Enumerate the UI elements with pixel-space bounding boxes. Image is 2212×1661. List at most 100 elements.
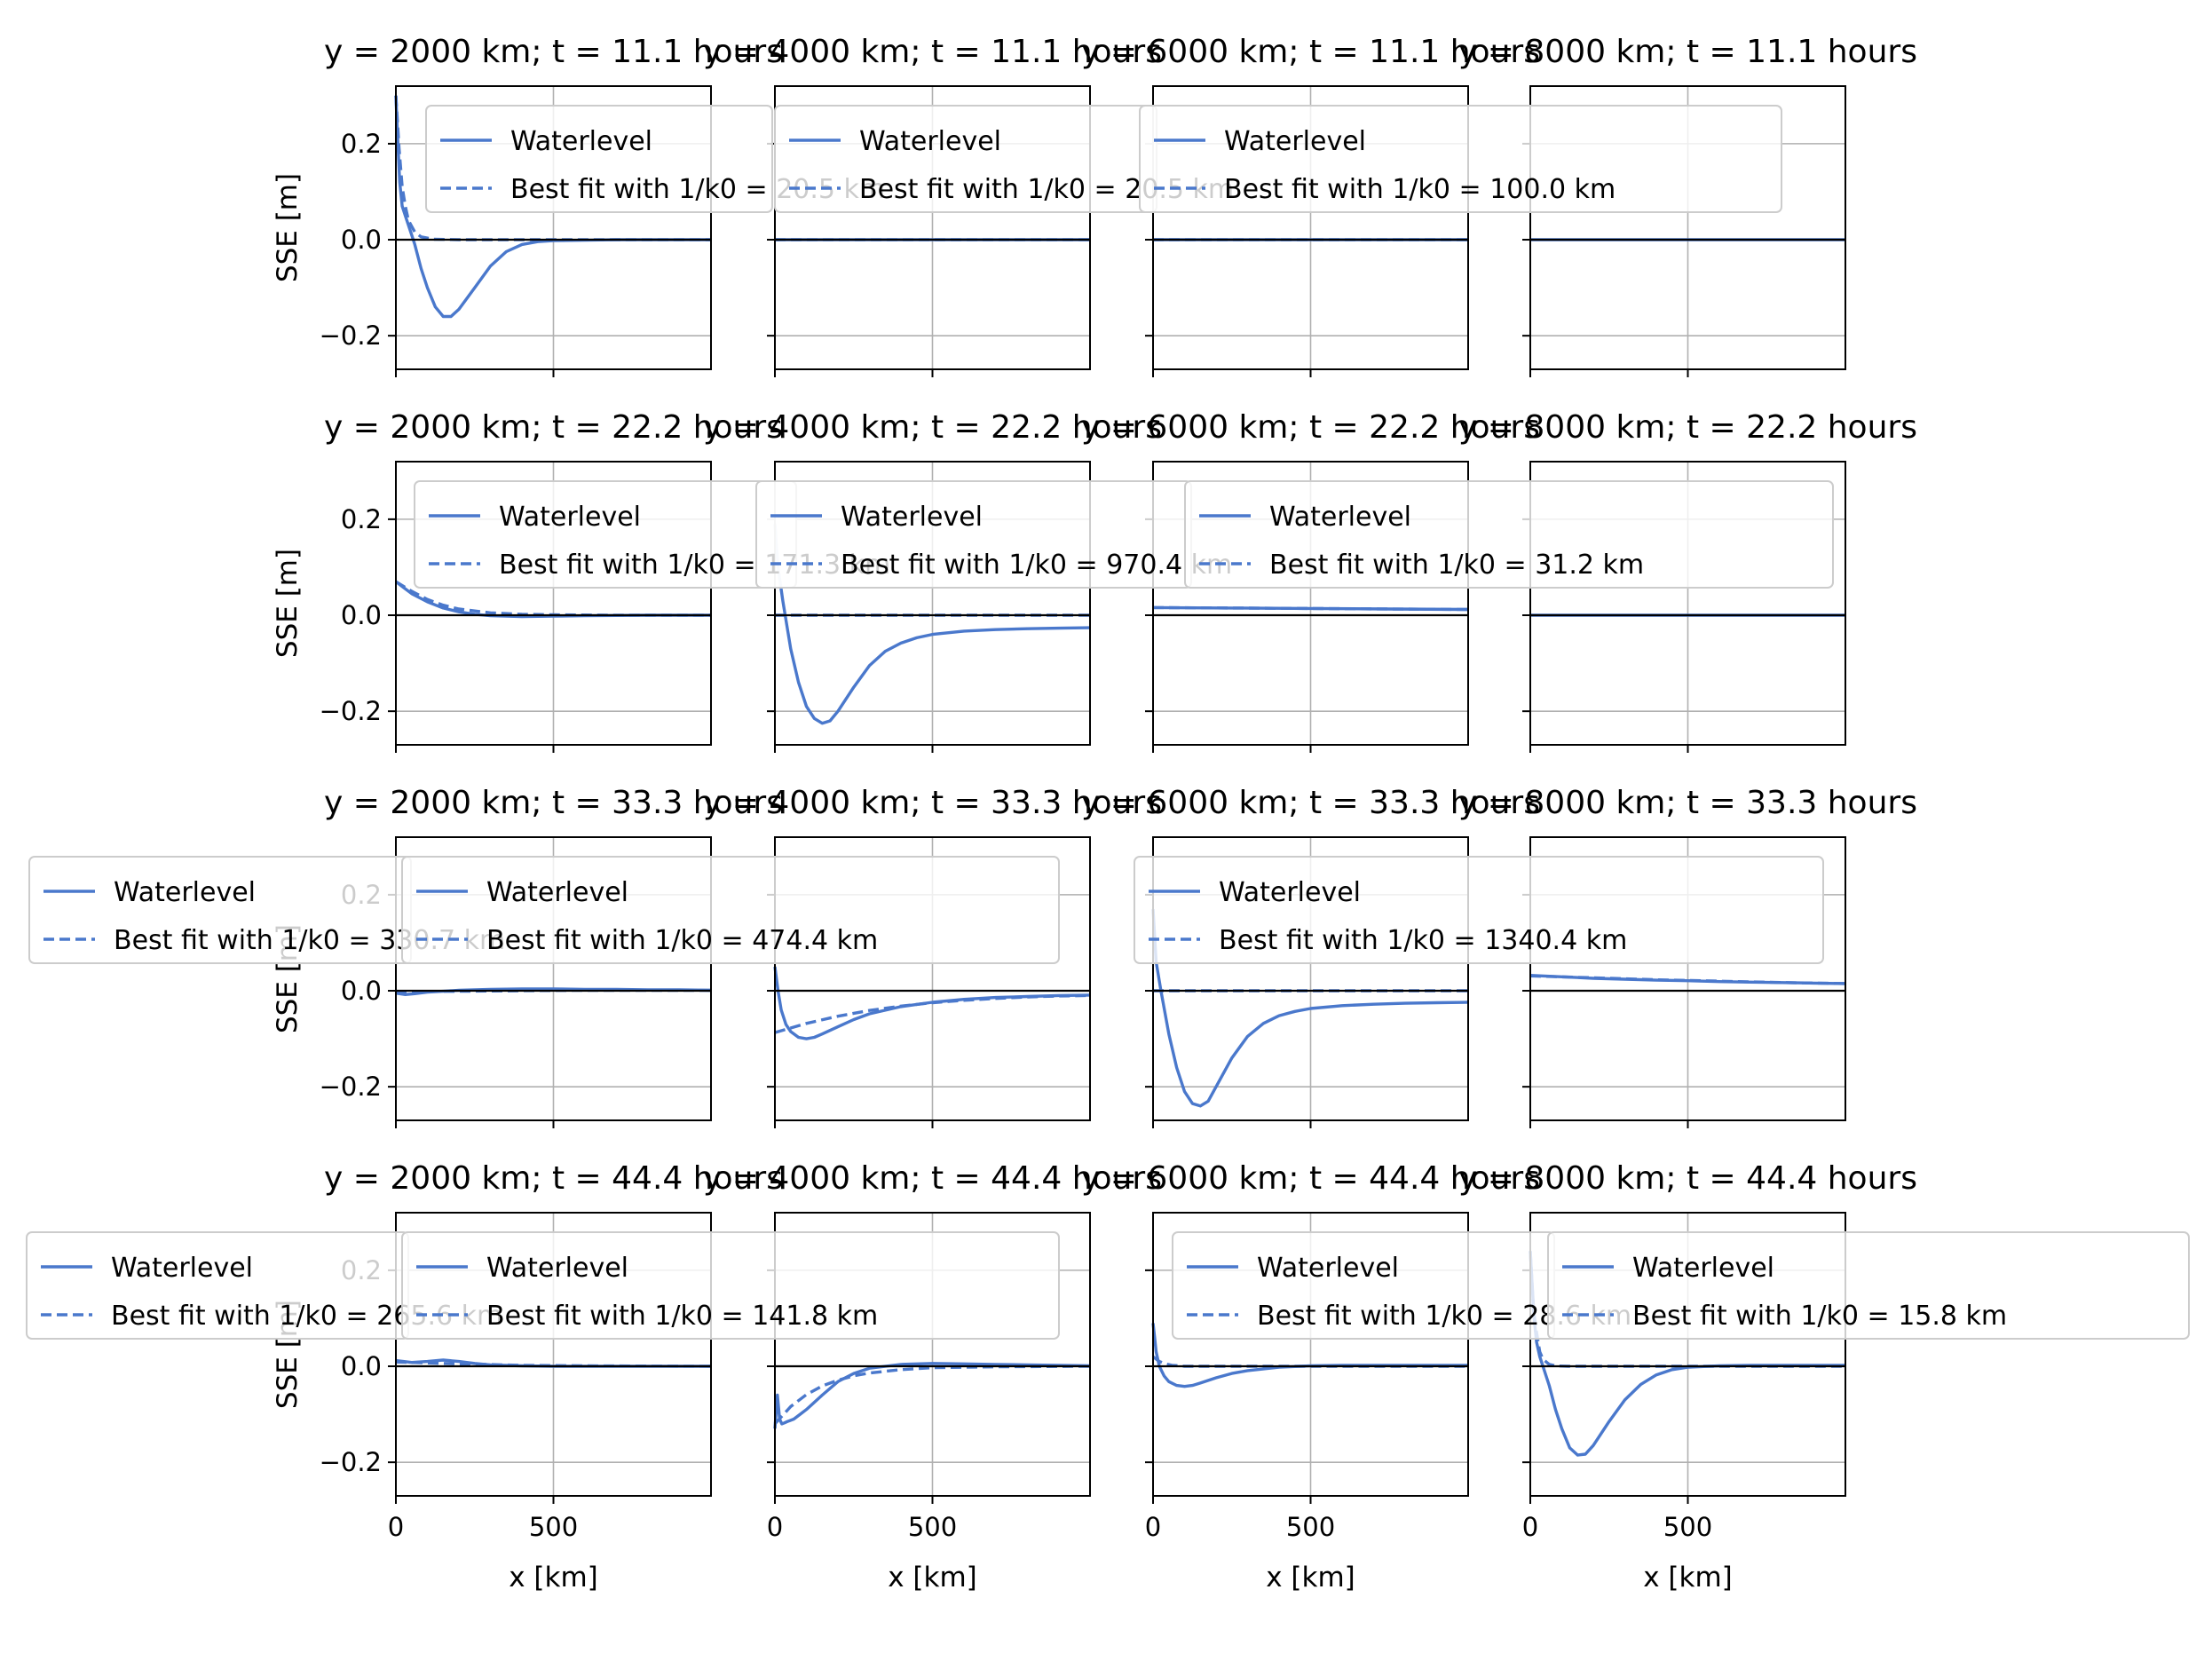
x-tick-label: 0 [1145,1512,1161,1542]
legend: Waterlevel Best fit with 1/k0 = 31.2 km [1184,480,1834,589]
title-y-part: y = 8000 km [1458,34,1665,70]
legend-label-best-fit: Best fit with 1/k0 = 15.8 km [1632,1301,2007,1332]
y-tick-label: 0.0 [341,976,382,1006]
x-tick-label: 0 [388,1512,404,1542]
title-separator: ; [1665,34,1687,70]
legend-label-waterlevel: Waterlevel [499,502,641,533]
legend: Waterlevel Best fit with 1/k0 = 970.4 km [755,480,1232,589]
title-y-part: y = 8000 km [1458,785,1665,821]
x-tick-label: 500 [1663,1512,1712,1542]
legend-box [1547,1231,2190,1340]
subplot-title: y = 8000 km; t = 22.2 hours [1458,409,1917,446]
subplot-title: y = 2000 km; t = 44.4 hours [324,1160,783,1197]
y-tick-label: 0.2 [341,504,382,534]
subplot-title: y = 4000 km; t = 33.3 hours [703,785,1162,821]
legend: Waterlevel Best fit with 1/k0 = 474.4 km [401,856,1060,964]
x-tick-label: 0 [767,1512,783,1542]
series-line-waterlevel [1151,909,1469,1108]
legend-label-best-fit: Best fit with 1/k0 = 970.4 km [841,550,1232,581]
legend-box [1139,105,1782,213]
x-tick-label: 500 [1286,1512,1335,1542]
subplot-title: y = 2000 km; t = 33.3 hours [324,785,783,821]
y-tick-label: 0.2 [341,129,382,159]
title-y-part: y = 2000 km [324,1160,531,1197]
subplot-title: y = 8000 km; t = 33.3 hours [1458,785,1917,821]
subplot-title: y = 2000 km; t = 11.1 hours [324,34,783,70]
axes-layer: −0.2 0.0 0.2 SSE [m] −0.2 0.0 0.2 SSE [m] −0.2 0.… [272,85,1846,1594]
title-y-part: y = 8000 km [1458,1160,1665,1197]
legend-label-best-fit: Best fit with 1/k0 = 474.4 km [486,925,878,956]
subplot-title: y = 6000 km; t = 22.2 hours [1081,409,1540,446]
legend-label-waterlevel: Waterlevel [1269,502,1411,533]
title-t-part: t = 22.2 hours [1687,409,1917,446]
x-axis-label: x [km] [1266,1562,1355,1594]
title-separator: ; [1665,409,1687,446]
legend-label-waterlevel: Waterlevel [841,502,983,533]
series-line-best-fit [1152,605,1469,612]
title-y-part: y = 4000 km [703,409,910,446]
subplot-title: y = 4000 km; t = 11.1 hours [703,34,1162,70]
title-y-part: y = 2000 km [324,409,531,446]
legend-label-waterlevel: Waterlevel [1257,1253,1399,1284]
legend: Waterlevel Best fit with 1/k0 = 100.0 km [1139,105,1782,213]
title-y-part: y = 4000 km [703,785,910,821]
subplot-r3-c3 [1145,836,1469,1128]
title-separator: ; [910,1160,931,1197]
title-y-part: y = 2000 km [324,34,531,70]
legend-label-waterlevel: Waterlevel [1224,126,1366,157]
title-y-part: y = 4000 km [703,1160,910,1197]
title-separator: ; [910,785,931,821]
subplot-title: y = 6000 km; t = 11.1 hours [1081,34,1540,70]
title-y-part: y = 6000 km [1081,1160,1288,1197]
legend-label-best-fit: Best fit with 1/k0 = 141.8 km [486,1301,878,1332]
title-t-part: t = 44.4 hours [931,1160,1162,1197]
subplot-title: y = 4000 km; t = 22.2 hours [703,409,1162,446]
title-t-part: t = 22.2 hours [1309,409,1540,446]
subplot-r1-c1: −0.2 0.0 0.2 SSE [m] [272,85,712,377]
legend-label-waterlevel: Waterlevel [510,126,652,157]
x-tick-label: 500 [908,1512,957,1542]
title-y-part: y = 6000 km [1081,409,1288,446]
x-axis-label: x [km] [509,1562,598,1594]
title-separator: ; [910,34,931,70]
title-y-part: y = 6000 km [1081,785,1288,821]
title-y-part: y = 4000 km [703,34,910,70]
title-t-part: t = 33.3 hours [552,785,783,821]
legend-label-waterlevel: Waterlevel [1219,877,1361,908]
y-tick-label: 0.0 [341,1351,382,1381]
title-separator: ; [531,34,552,70]
title-y-part: y = 2000 km [324,785,531,821]
title-separator: ; [1288,409,1309,446]
legend-label-best-fit: Best fit with 1/k0 = 31.2 km [1269,550,1644,581]
legend-label-waterlevel: Waterlevel [111,1253,253,1284]
subplot-title: y = 8000 km; t = 44.4 hours [1458,1160,1917,1197]
legend-label-waterlevel: Waterlevel [486,877,628,908]
series-line-best-fit [774,993,1091,1034]
title-t-part: t = 22.2 hours [931,409,1162,446]
title-separator: ; [531,1160,552,1197]
x-axis-label: x [km] [888,1562,977,1594]
y-tick-label: 0.0 [341,225,382,255]
subplot-title: y = 4000 km; t = 44.4 hours [703,1160,1162,1197]
title-y-part: y = 8000 km [1458,409,1665,446]
title-t-part: t = 44.4 hours [1309,1160,1540,1197]
title-t-part: t = 11.1 hours [1687,34,1917,70]
title-t-part: t = 22.2 hours [552,409,783,446]
y-axis-label: SSE [m] [272,549,304,658]
legend-box [425,105,773,213]
series-line-best-fit [1529,974,1846,985]
series-line-waterlevel [1152,605,1469,612]
title-separator: ; [531,409,552,446]
title-separator: ; [1288,785,1309,821]
y-tick-label: −0.2 [320,696,382,726]
legend-label-best-fit: Best fit with 1/k0 = 1340.4 km [1219,925,1627,956]
subplot-title: y = 8000 km; t = 11.1 hours [1458,34,1917,70]
y-axis-label: SSE [m] [272,173,304,282]
title-t-part: t = 33.3 hours [931,785,1162,821]
title-t-part: t = 11.1 hours [931,34,1162,70]
x-tick-label: 500 [529,1512,578,1542]
title-separator: ; [910,409,931,446]
